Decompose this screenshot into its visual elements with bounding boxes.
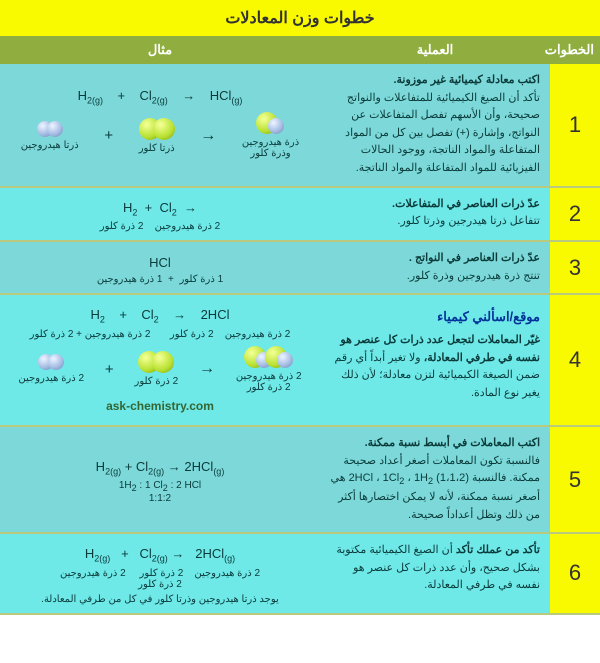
step-number: 6 (550, 533, 600, 614)
equation: H2 + Cl2 → 2HCl (8, 307, 312, 325)
step-number: 5 (550, 426, 600, 533)
step-example: H2(g) + Cl2(g) → HCl(g)ذرتا هيدروجين+ذرت… (0, 64, 320, 187)
step-number: 2 (550, 187, 600, 242)
equation-sub: 1 ذرة كلور + 1 ذرة هيدروجين (8, 274, 312, 285)
site-name: موقع/اسألني كيمياء (330, 307, 540, 328)
header-step: الخطوات (550, 36, 600, 64)
step-number: 1 (550, 64, 600, 187)
equation-sub: 2 ذرة هيدروجين 2 ذرة كلور 2 ذرة هيدروجين… (8, 329, 312, 340)
equation-sub: 2 ذرة هيدروجين 2 ذرة كلور 2 ذرة هيدروجين… (8, 568, 312, 590)
equation-sub: 2 ذرة هيدروجين 2 ذرة كلور (8, 221, 312, 232)
step-process: اكتب معادلة كيميائية غير موزونة.تأكد أن … (320, 64, 550, 187)
header-example: مثال (0, 36, 320, 64)
equation-sub: 1H2 : 1 Cl2 : 2 HCl1:1:2 (8, 480, 312, 504)
site-url: ask-chemistry.com (8, 399, 312, 413)
step-number: 4 (550, 294, 600, 426)
step-example: H2 + Cl2 → 2 ذرة هيدروجين 2 ذرة كلور (0, 187, 320, 242)
step-example: HCl 1 ذرة كلور + 1 ذرة هيدروجين (0, 241, 320, 294)
equation: H2(g) + Cl2(g) → HCl(g) (8, 88, 312, 106)
page-title: خطوات وزن المعادلات (0, 0, 600, 36)
step-process: عدّ ذرات العناصر في المتفاعلات.تتفاعل ذر… (320, 187, 550, 242)
step-example: H2(g) + Cl2(g) → 2HCl(g) 1H2 : 1 Cl2 : 2 … (0, 426, 320, 533)
step-process: عدّ ذرات العناصر في النواتج .تنتج ذرة هي… (320, 241, 550, 294)
steps-table: الخطوات العملية مثال 1اكتب معادلة كيميائ… (0, 36, 600, 615)
step-number: 3 (550, 241, 600, 294)
equation: H2(g) + Cl2(g) → 2HCl(g) (8, 546, 312, 564)
equation: H2 + Cl2 → (8, 200, 312, 218)
header-process: العملية (320, 36, 550, 64)
step-process: موقع/اسألني كيمياءغيّر المعاملات لتجعل ع… (320, 294, 550, 426)
step-process: اكتب المعاملات في أبسط نسبة ممكنة. فالنس… (320, 426, 550, 533)
step-example: H2(g) + Cl2(g) → 2HCl(g) 2 ذرة هيدروجين 2… (0, 533, 320, 614)
step-example: H2 + Cl2 → 2HCl 2 ذرة هيدروجين 2 ذرة كلور… (0, 294, 320, 426)
equation: HCl (8, 255, 312, 270)
step-process: تأكد من عملك تأكد أن الصيغ الكيميائية مك… (320, 533, 550, 614)
equation: H2(g) + Cl2(g) → 2HCl(g) (8, 459, 312, 477)
